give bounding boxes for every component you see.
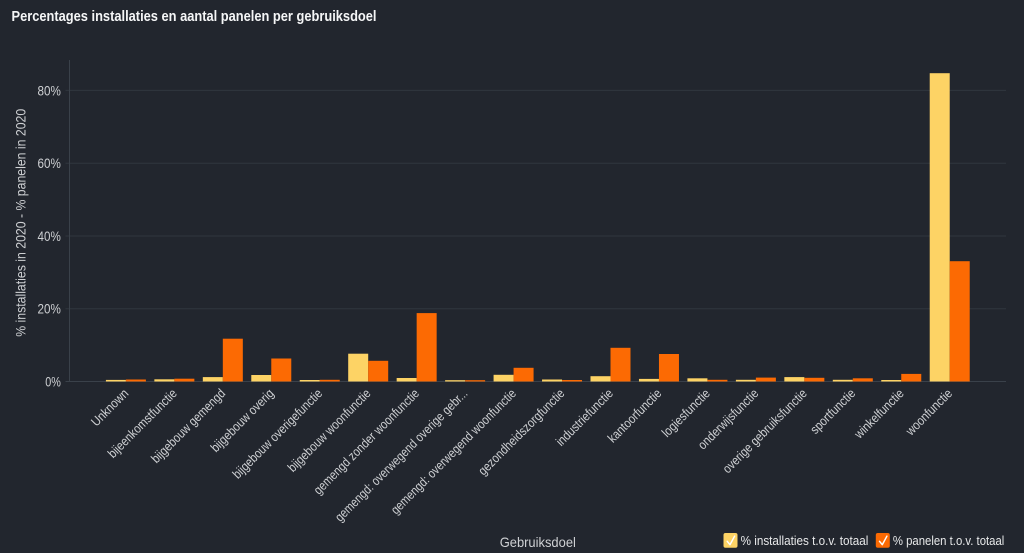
svg-text:40%: 40% bbox=[38, 228, 61, 244]
svg-text:Percentages installaties en aa: Percentages installaties en aantal panel… bbox=[12, 8, 377, 25]
svg-text:% installaties t.o.v. totaal: % installaties t.o.v. totaal bbox=[741, 533, 869, 548]
svg-text:% installaties in 2020 - % pan: % installaties in 2020 - % panelen in 20… bbox=[13, 109, 29, 337]
svg-text:% panelen t.o.v. totaal: % panelen t.o.v. totaal bbox=[893, 533, 1004, 548]
svg-text:20%: 20% bbox=[38, 301, 61, 317]
svg-text:80%: 80% bbox=[38, 82, 61, 98]
svg-text:Gebruiksdoel: Gebruiksdoel bbox=[500, 534, 576, 550]
svg-text:60%: 60% bbox=[38, 155, 61, 171]
svg-text:0%: 0% bbox=[45, 374, 61, 390]
